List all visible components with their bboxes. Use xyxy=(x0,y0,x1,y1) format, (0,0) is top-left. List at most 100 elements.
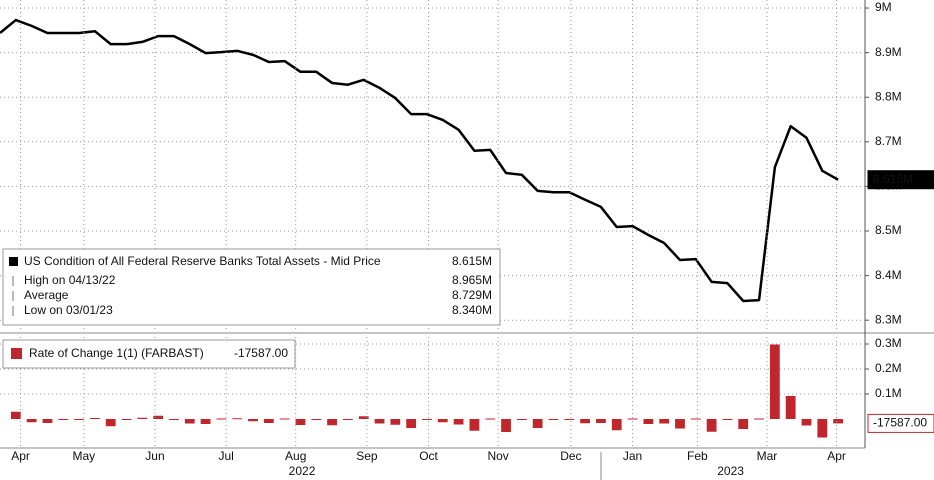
x-tick-label: Jan xyxy=(623,449,642,463)
bar xyxy=(216,418,227,420)
bar xyxy=(516,419,527,420)
y-tick-label: 8.8M xyxy=(875,89,902,103)
x-tick-label: Oct xyxy=(419,449,438,463)
legend-stat-value: 8.965M xyxy=(452,273,492,287)
bar xyxy=(342,419,353,420)
bar xyxy=(263,419,274,423)
y-tick-label: 0.3M xyxy=(875,336,902,350)
x-tick-label: Jun xyxy=(145,449,164,463)
bar xyxy=(248,419,258,422)
last-value-tag xyxy=(867,170,934,190)
y-tick-label: 8.3M xyxy=(875,312,902,326)
last-value-label: -17587.00 xyxy=(873,416,927,430)
bar xyxy=(374,419,385,424)
x-tick-label: Aug xyxy=(285,449,306,463)
bar xyxy=(406,419,417,428)
legend-stat-label: Average xyxy=(24,288,69,302)
x-tick-label: Feb xyxy=(687,449,708,463)
x-tick-label: Sep xyxy=(356,449,378,463)
bar xyxy=(801,419,812,426)
bar xyxy=(279,418,290,420)
bar xyxy=(89,418,100,419)
x-tick-label: Mar xyxy=(757,449,778,463)
legend-box xyxy=(2,248,501,326)
legend-label: US Condition of All Federal Reserve Bank… xyxy=(24,254,381,268)
bar xyxy=(643,419,654,424)
x-tick-label: May xyxy=(72,449,95,463)
bar xyxy=(485,418,496,420)
last-value-tag xyxy=(867,413,934,433)
legend: US Condition of All Federal Reserve Bank… xyxy=(2,248,501,326)
bar xyxy=(232,418,243,420)
bar xyxy=(722,419,733,420)
legend: Rate of Change 1(1) (FARBAST) -17587.00 xyxy=(2,339,296,369)
legend-stat-label: Low on 03/01/23 xyxy=(24,303,113,317)
x-tick-label: Apr xyxy=(827,449,846,463)
bar xyxy=(469,419,480,431)
x-year-label: 2023 xyxy=(717,464,744,478)
bar xyxy=(690,418,701,420)
bar xyxy=(596,419,606,423)
legend-value: 8.615M xyxy=(452,254,492,268)
bar xyxy=(358,416,369,419)
bar xyxy=(817,419,828,438)
bar xyxy=(580,419,591,424)
line xyxy=(0,18,839,303)
legend-box xyxy=(2,339,296,369)
bar xyxy=(785,396,796,419)
legend-swatch xyxy=(9,257,18,266)
legend-label: Rate of Change 1(1) (FARBAST) xyxy=(29,346,204,360)
bar xyxy=(74,419,84,420)
bar xyxy=(659,419,670,424)
x-tick-label: Dec xyxy=(560,449,581,463)
bar xyxy=(311,419,322,420)
bar xyxy=(295,419,306,425)
bar xyxy=(137,417,148,419)
bar xyxy=(58,419,69,420)
x-year-label: 2022 xyxy=(289,464,316,478)
bar xyxy=(422,419,432,420)
bar xyxy=(26,419,37,423)
bar xyxy=(42,419,53,423)
bar xyxy=(169,419,179,420)
bar xyxy=(501,419,511,432)
bar xyxy=(153,415,164,419)
bar xyxy=(437,419,448,423)
bar xyxy=(611,419,622,431)
x-tick-label: Apr xyxy=(11,449,30,463)
y-tick-label: 8.7M xyxy=(875,134,902,148)
bar xyxy=(675,419,685,429)
bar xyxy=(706,419,717,432)
last-value-label: 8.615M xyxy=(873,172,913,186)
legend-stat-value: 8.340M xyxy=(452,303,492,317)
bar xyxy=(769,344,780,419)
bar xyxy=(121,419,132,420)
bar xyxy=(532,419,543,428)
bar xyxy=(627,418,638,420)
y-tick-label: 9M xyxy=(875,0,892,14)
y-tick-label: 8.9M xyxy=(875,45,902,59)
bar xyxy=(10,411,21,419)
legend-swatch xyxy=(11,348,22,359)
bar xyxy=(564,419,575,420)
bar xyxy=(833,419,844,424)
bar xyxy=(327,419,337,426)
y-tick-label: 8.4M xyxy=(875,268,902,282)
bar xyxy=(105,419,116,427)
bar xyxy=(548,419,559,420)
y-tick-label: 0.1M xyxy=(875,386,902,400)
bar xyxy=(184,419,195,424)
legend-value: -17587.00 xyxy=(234,346,288,360)
bar xyxy=(390,419,401,425)
bar xyxy=(738,419,749,429)
bar xyxy=(754,418,764,420)
y-tick-label: 0.2M xyxy=(875,361,902,375)
bar xyxy=(453,419,464,425)
x-tick-label: Jul xyxy=(218,449,233,463)
legend-stat-label: High on 04/13/22 xyxy=(24,273,116,287)
y-tick-label: 8.5M xyxy=(875,223,902,237)
bar xyxy=(200,419,211,424)
legend-stat-value: 8.729M xyxy=(452,288,492,302)
x-tick-label: Nov xyxy=(487,449,508,463)
